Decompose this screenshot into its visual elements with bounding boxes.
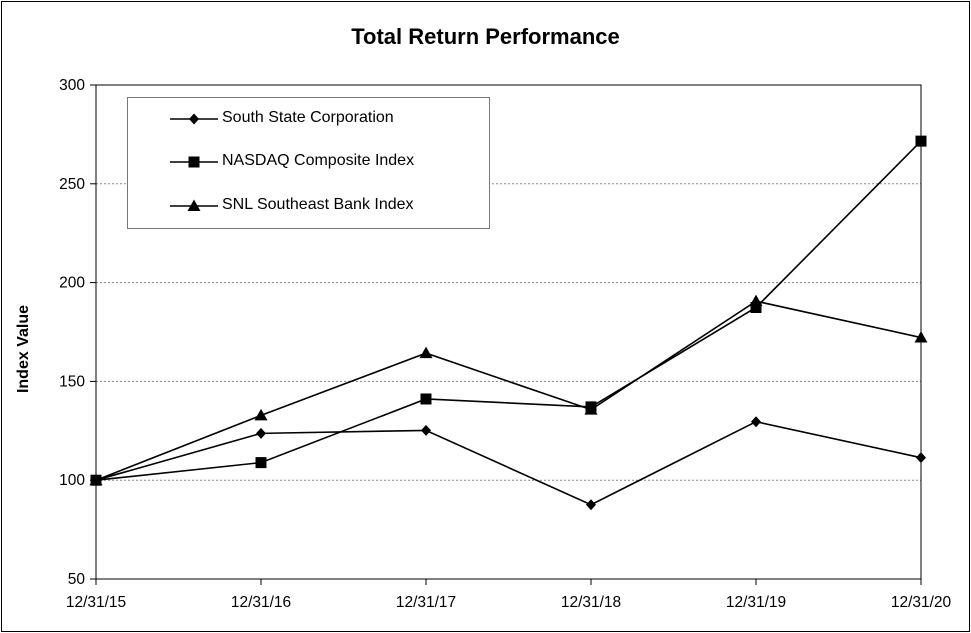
y-tick-label: 100 <box>59 472 85 489</box>
y-tick-label: 150 <box>59 373 85 390</box>
data-point-snl-southeast-bank-index <box>584 403 598 415</box>
legend-label: South State Corporation <box>222 109 394 126</box>
legend: South State Corporation NASDAQ Composite … <box>127 97 490 229</box>
data-point-nasdaq-composite-index <box>750 301 762 313</box>
legend-item-nasdaq-composite-index: NASDAQ Composite Index <box>128 149 489 173</box>
y-tick-label: 300 <box>59 77 85 94</box>
data-point-snl-southeast-bank-index <box>749 294 763 307</box>
series-line-south-state-corporation <box>95 420 922 506</box>
data-point-nasdaq-composite-index <box>420 393 432 405</box>
legend-item-snl-southeast-bank-index: SNL Southeast Bank Index <box>128 193 489 217</box>
y-tick-label: 250 <box>59 176 85 193</box>
chart-title: Total Return Performance <box>351 24 620 49</box>
data-point-south-state-corporation <box>256 427 266 439</box>
y-tick-label: 50 <box>68 571 86 588</box>
legend-swatch-marker <box>189 113 199 125</box>
data-point-south-state-corporation <box>586 499 596 511</box>
legend-swatch-snl-southeast-bank-index <box>170 199 218 211</box>
y-tick-label: 200 <box>59 275 85 292</box>
legend-label: NASDAQ Composite Index <box>222 152 415 169</box>
data-point-snl-southeast-bank-index <box>89 473 103 486</box>
x-tick-label: 12/31/18 <box>561 594 621 611</box>
data-point-snl-southeast-bank-index <box>254 408 268 421</box>
data-point-nasdaq-composite-index <box>255 457 267 469</box>
data-point-south-state-corporation <box>421 424 431 436</box>
series-line-nasdaq-composite-index <box>95 140 922 481</box>
data-point-south-state-corporation <box>751 416 761 428</box>
x-tick-label: 12/31/17 <box>396 594 456 611</box>
legend-swatch-south-state-corporation <box>170 113 218 125</box>
x-tick-label: 12/31/19 <box>726 594 786 611</box>
data-point-snl-southeast-bank-index <box>419 346 433 359</box>
series-line-snl-southeast-bank-index <box>95 300 922 481</box>
legend-swatch-nasdaq-composite-index <box>170 156 218 168</box>
x-tick-label: 12/31/15 <box>66 594 126 611</box>
data-point-nasdaq-composite-index <box>915 135 927 147</box>
x-tick-label: 12/31/16 <box>231 594 291 611</box>
legend-swatch-marker <box>188 156 200 168</box>
x-tick-label: 12/31/20 <box>891 594 952 611</box>
legend-swatch-marker <box>187 199 201 211</box>
legend-label: SNL Southeast Bank Index <box>222 196 414 213</box>
legend-item-south-state-corporation: South State Corporation <box>128 106 489 130</box>
data-point-south-state-corporation <box>916 452 926 464</box>
data-point-snl-southeast-bank-index <box>914 331 928 343</box>
